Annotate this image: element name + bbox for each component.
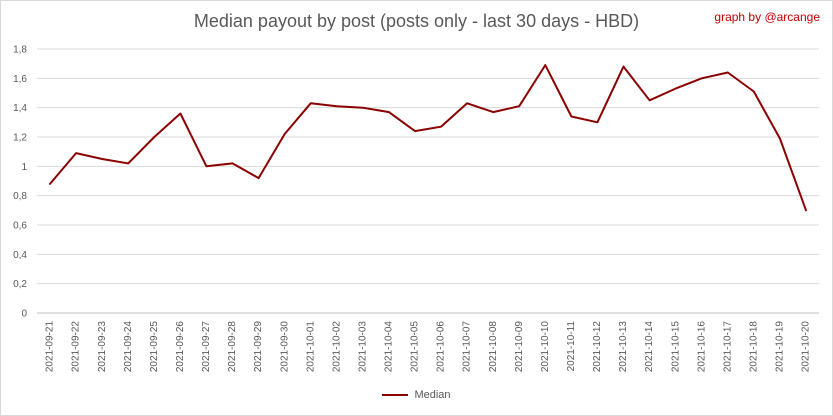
legend: Median [1, 389, 832, 401]
legend-swatch [382, 394, 409, 396]
x-tick-label: 2021-10-03 [357, 321, 368, 373]
y-tick-label: 1,6 [13, 74, 27, 85]
x-tick-label: 2021-09-21 [45, 321, 56, 373]
x-tick-label: 2021-09-23 [97, 321, 108, 373]
y-tick-label: 0 [21, 309, 27, 320]
x-tick-label: 2021-10-19 [775, 321, 786, 373]
legend-label: Median [414, 389, 451, 401]
x-tick-label: 2021-09-26 [175, 321, 186, 373]
x-tick-label: 2021-10-05 [410, 321, 421, 373]
y-tick-label: 1 [21, 162, 27, 173]
x-tick-label: 2021-09-30 [279, 321, 290, 373]
x-tick-label: 2021-09-29 [253, 321, 264, 373]
x-tick-label: 2021-10-10 [540, 321, 551, 373]
x-tick-label: 2021-10-12 [592, 321, 603, 373]
x-tick-label: 2021-09-25 [149, 321, 160, 373]
x-tick-label: 2021-10-15 [670, 321, 681, 373]
y-tick-label: 0,2 [13, 279, 27, 290]
x-tick-label: 2021-10-08 [488, 321, 499, 373]
x-tick-label: 2021-10-04 [384, 321, 395, 373]
y-tick-label: 1,2 [13, 133, 27, 144]
x-tick-label: 2021-09-22 [71, 321, 82, 373]
x-tick-label: 2021-10-06 [436, 321, 447, 373]
y-tick-label: 1,8 [13, 45, 27, 56]
series-line-median [49, 64, 807, 212]
x-tick-label: 2021-09-24 [123, 321, 134, 373]
x-tick-label: 2021-10-18 [748, 321, 759, 373]
x-tick-label: 2021-10-13 [618, 321, 629, 373]
x-tick-label: 2021-10-01 [305, 321, 316, 373]
y-tick-label: 0,4 [13, 250, 27, 261]
x-tick-label: 2021-10-09 [514, 321, 525, 373]
y-tick-label: 1,4 [13, 103, 27, 114]
x-tick-label: 2021-10-14 [644, 321, 655, 373]
credit-label: graph by @arcange [714, 10, 820, 24]
x-tick-label: 2021-10-17 [722, 321, 733, 373]
x-tick-label: 2021-10-07 [462, 321, 473, 373]
x-tick-label: 2021-10-20 [801, 321, 812, 373]
x-tick-label: 2021-10-16 [696, 321, 707, 373]
y-tick-label: 0,8 [13, 191, 27, 202]
x-tick-label: 2021-09-27 [201, 321, 212, 373]
x-tick-label: 2021-10-11 [566, 321, 577, 372]
y-tick-label: 0,6 [13, 221, 27, 232]
x-tick-label: 2021-10-02 [331, 321, 342, 373]
x-tick-label: 2021-09-28 [227, 321, 238, 373]
chart-title: Median payout by post (posts only - last… [193, 11, 640, 31]
